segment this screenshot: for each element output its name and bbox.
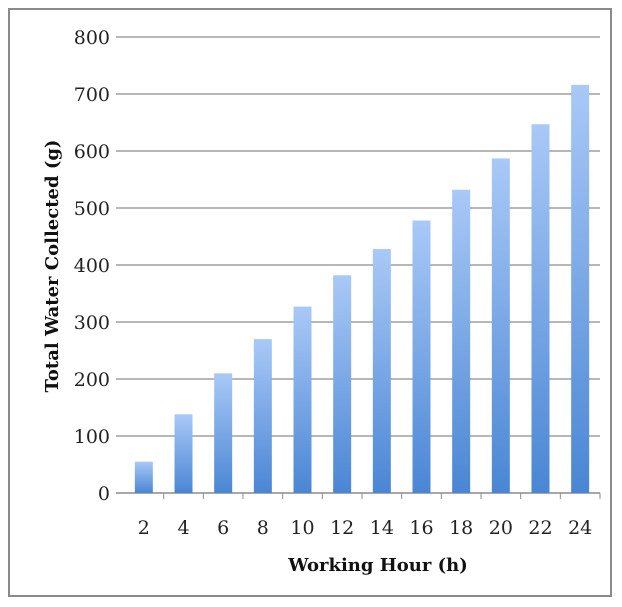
bar-2 [134,461,153,493]
bars [134,84,590,494]
bar-16 [412,220,431,494]
x-tick-label: 2 [138,517,150,539]
bar-4 [174,414,193,493]
x-tick-label: 10 [290,517,314,539]
bar-22 [531,124,550,494]
y-tick-label: 0 [98,483,110,505]
y-tick-label: 100 [74,426,110,448]
gridlines [116,36,601,499]
x-tick-label: 6 [217,517,229,539]
x-axis-title: Working Hour (h) [287,555,467,576]
x-tick-label: 8 [257,517,269,539]
x-tick-label: 4 [177,517,189,539]
x-tick-label: 14 [370,517,394,539]
y-tick-label: 600 [74,141,110,163]
x-tick-label: 20 [489,517,513,539]
x-tick-labels: 2 4 6 8 10 12 14 16 18 20 22 24 [138,517,592,539]
bar-14 [372,249,391,493]
x-tick-label: 22 [528,517,552,539]
x-tick-label: 24 [568,517,592,539]
x-tick-label: 16 [409,517,433,539]
y-tick-label: 300 [74,312,110,334]
bar-6 [214,373,233,493]
bar-12 [333,275,352,493]
bar-18 [452,189,471,493]
bar-20 [491,158,510,493]
y-tick-label: 500 [74,198,110,220]
bar-24 [571,84,590,493]
y-tick-label: 200 [74,369,110,391]
y-tick-label: 400 [74,255,110,277]
chart-frame [8,8,612,597]
y-tick-labels: 0 100 200 300 400 500 600 700 800 [74,27,110,505]
bar-10 [293,306,312,493]
y-axis-title: Total Water Collected (g) [42,140,63,393]
bar-8 [253,339,272,493]
x-tick-label: 18 [449,517,473,539]
y-tick-label: 700 [74,84,110,106]
x-tick-label: 12 [330,517,354,539]
y-tick-label: 800 [74,27,110,49]
